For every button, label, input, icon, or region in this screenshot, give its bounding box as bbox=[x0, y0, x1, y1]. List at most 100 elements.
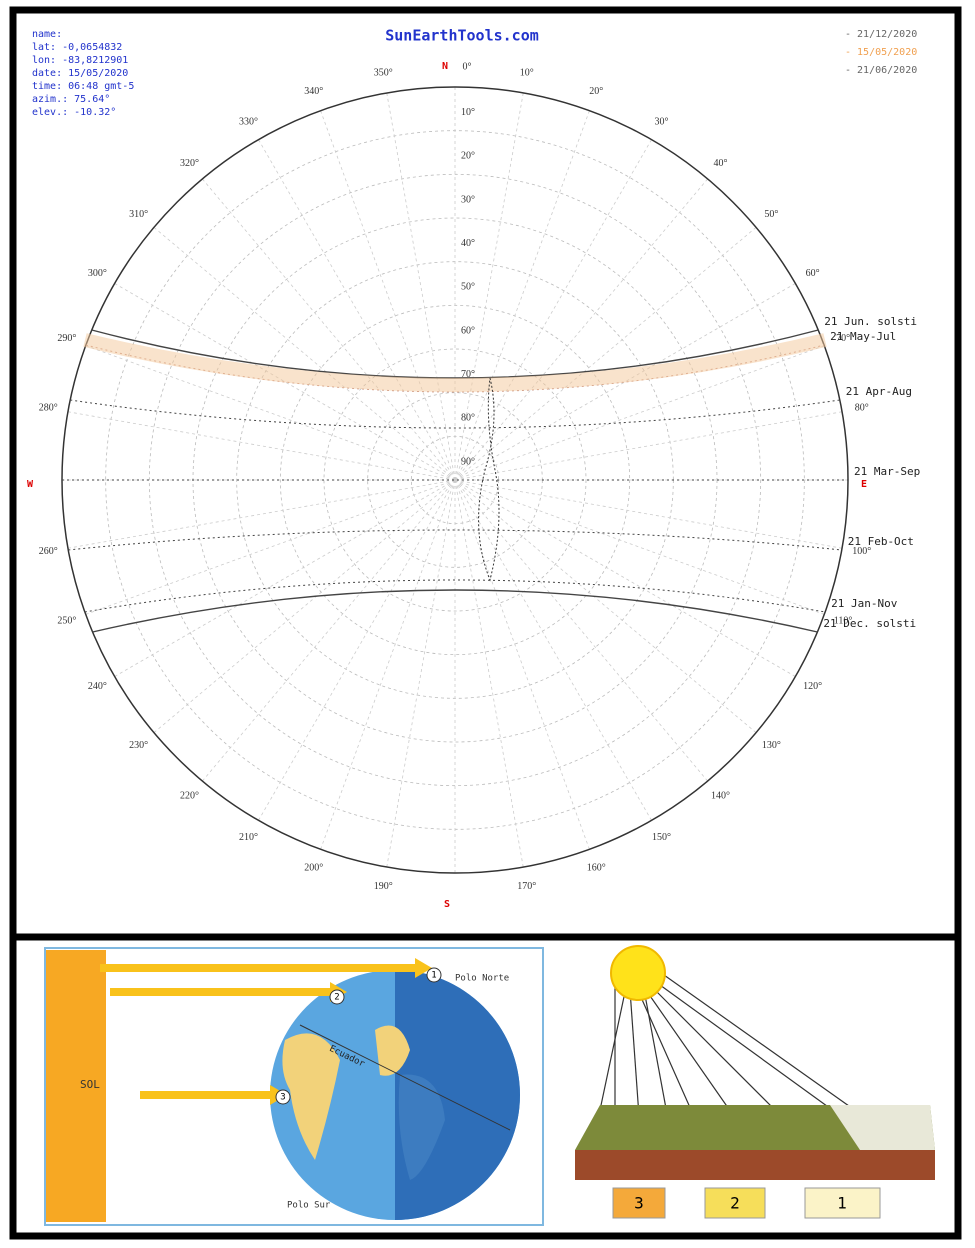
azimuth-label: 0° bbox=[463, 61, 472, 72]
cardinal-west: W bbox=[27, 479, 34, 490]
azimuth-label: 80° bbox=[855, 403, 869, 414]
azimuth-label: 10° bbox=[520, 68, 534, 79]
azimuth-label: 260° bbox=[39, 546, 58, 557]
azimuth-label: 120° bbox=[803, 681, 822, 692]
elevation-label: 20° bbox=[461, 151, 475, 162]
zone-label: 2 bbox=[730, 1194, 740, 1213]
path-label: 21 Jun. solsti bbox=[824, 315, 917, 328]
equator-line bbox=[299, 1024, 511, 1131]
cardinal-north: N bbox=[442, 61, 448, 72]
azimuth-label: 40° bbox=[713, 158, 727, 169]
azimuth-label: 310° bbox=[129, 209, 148, 220]
sun-path bbox=[70, 399, 840, 429]
analemma bbox=[478, 377, 500, 582]
azimuth-label: 50° bbox=[764, 209, 778, 220]
marker bbox=[426, 967, 442, 983]
cardinal-south: S bbox=[444, 899, 450, 910]
azimuth-label: 320° bbox=[180, 158, 199, 169]
path-label: 21 Mar-Sep bbox=[854, 465, 920, 478]
marker-label: 1 bbox=[431, 971, 436, 981]
grid-circle bbox=[323, 348, 587, 612]
zone-box bbox=[704, 1187, 766, 1219]
azimuth-label: 100° bbox=[852, 546, 871, 557]
sun-rays bbox=[599, 974, 881, 1131]
sun-path bbox=[84, 579, 826, 613]
cardinal-east: E bbox=[861, 479, 867, 490]
azimuth-label: 300° bbox=[88, 268, 107, 279]
continent bbox=[375, 1025, 410, 1076]
zone-box bbox=[804, 1187, 881, 1219]
zone-label: 1 bbox=[837, 1194, 847, 1213]
zone-box bbox=[612, 1187, 666, 1219]
azimuth-label: 250° bbox=[57, 616, 76, 627]
legend: - 21/12/2020 - 15/05/2020 - 21/06/2020 bbox=[845, 29, 917, 76]
azimuth-label: 130° bbox=[762, 740, 781, 751]
ray-head bbox=[415, 958, 432, 978]
legend-entry: - 15/05/2020 bbox=[845, 47, 917, 58]
azimuth-label: 30° bbox=[655, 117, 669, 128]
sun-label: SOL bbox=[80, 1078, 100, 1091]
sun-shape bbox=[46, 950, 106, 1222]
legend-entry: - 21/06/2020 bbox=[845, 65, 917, 76]
ray bbox=[100, 964, 415, 972]
path-label: 21 May-Jul bbox=[830, 330, 896, 343]
azimuth-label: 330° bbox=[239, 117, 258, 128]
terrain-soil bbox=[575, 1150, 935, 1180]
marker bbox=[275, 1089, 291, 1105]
azimuth-label: 220° bbox=[180, 791, 199, 802]
elevation-label: 70° bbox=[461, 369, 475, 380]
azimuth-label: 290° bbox=[57, 333, 76, 344]
info-line: lon: -83,8212901 bbox=[32, 55, 128, 66]
path-label: 21 Dec. solsti bbox=[823, 617, 916, 630]
sun-path bbox=[92, 589, 818, 633]
sun-band bbox=[83, 333, 827, 392]
azimuth-label: 140° bbox=[711, 791, 730, 802]
azimuth-label: 160° bbox=[587, 862, 606, 873]
azimuth-label: 240° bbox=[88, 681, 107, 692]
path-label: 21 Jan-Nov bbox=[831, 597, 898, 610]
info-line: name: bbox=[32, 29, 62, 40]
info-block: name: lat: -0,0654832 lon: -83,8212901 date… bbox=[32, 29, 134, 118]
azimuth-label: 170° bbox=[517, 881, 536, 892]
elevation-label: 90° bbox=[461, 456, 475, 467]
sun-path bbox=[68, 529, 842, 551]
azimuth-label: 150° bbox=[652, 832, 671, 843]
ray bbox=[110, 988, 330, 996]
info-line: elev.: -10.32° bbox=[32, 107, 116, 118]
grid-circle bbox=[148, 173, 762, 787]
azimuth-label: 340° bbox=[304, 86, 323, 97]
path-label: 21 Apr-Aug bbox=[846, 385, 912, 398]
marker bbox=[329, 989, 345, 1005]
info-line: time: 06:48 gmt-5 bbox=[32, 81, 134, 92]
elevation-label: 80° bbox=[461, 413, 475, 424]
sun-path-diagram: 0° 10° 20° 30° 40° 50° 60° 70° 80° 100° 110° 120° 13… bbox=[39, 61, 920, 892]
azimuth-label: 280° bbox=[39, 403, 58, 414]
marker-label: 3 bbox=[280, 1093, 285, 1103]
azimuth-label: 230° bbox=[129, 740, 148, 751]
marker-label: 2 bbox=[334, 993, 339, 1003]
terrain-figure: 3 2 1 bbox=[575, 945, 935, 1219]
elevation-label: 60° bbox=[461, 325, 475, 336]
azimuth-label: 70° bbox=[836, 333, 850, 344]
continent bbox=[282, 1033, 340, 1160]
site-title: SunEarthTools.com bbox=[385, 27, 539, 45]
elevation-label: 10° bbox=[461, 107, 475, 118]
continent bbox=[398, 1074, 445, 1180]
south-pole-label: Polo Sur bbox=[287, 1201, 331, 1211]
info-line: date: 15/05/2020 bbox=[32, 68, 128, 79]
azimuth-label: 190° bbox=[374, 881, 393, 892]
zone-label: 3 bbox=[634, 1194, 644, 1213]
info-line: lat: -0,0654832 bbox=[32, 42, 122, 53]
azimuth-label: 60° bbox=[806, 268, 820, 279]
sun bbox=[610, 945, 666, 1001]
azimuth-label: 210° bbox=[239, 832, 258, 843]
elevation-label: 30° bbox=[461, 194, 475, 205]
globe-figure: SOL Polo Norte Polo Sur Ecuador 1 2 3 bbox=[44, 947, 544, 1226]
azimuth-label: 110° bbox=[834, 616, 853, 627]
north-pole-label: Polo Norte bbox=[455, 974, 509, 984]
info-line: azim.: 75.64° bbox=[32, 94, 110, 105]
terrain-snow bbox=[830, 1105, 935, 1150]
legend-entry: - 21/12/2020 bbox=[845, 29, 917, 40]
path-label: 21 Feb-Oct bbox=[848, 535, 914, 548]
